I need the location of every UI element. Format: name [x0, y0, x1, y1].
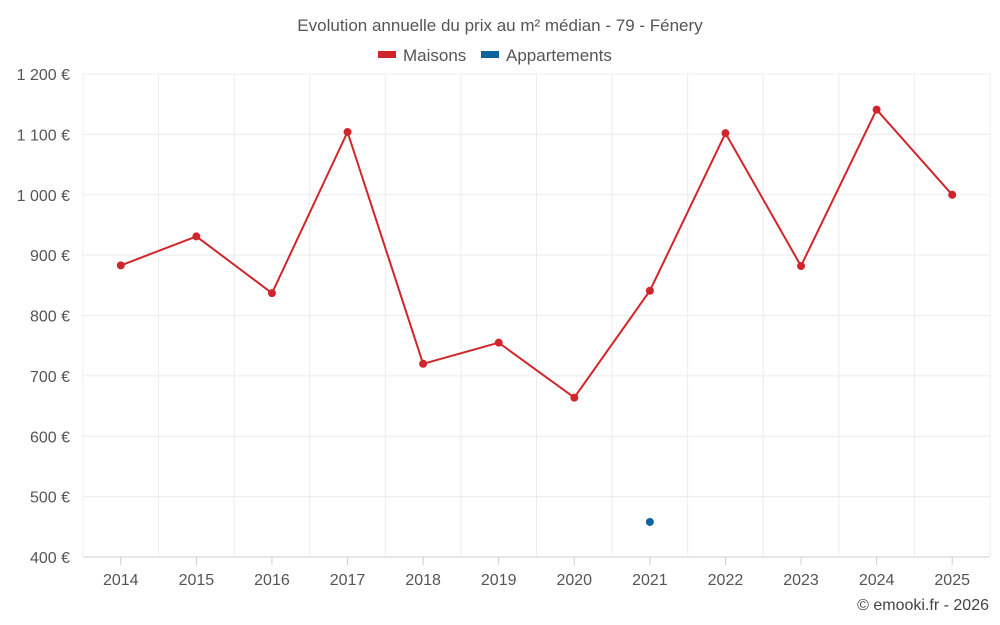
data-point-maisons[interactable] — [872, 105, 881, 114]
y-tick-label: 500 € — [30, 490, 70, 507]
legend-label-appartements: Appartements — [506, 46, 612, 65]
legend-item-maisons[interactable]: Maisons — [378, 46, 466, 65]
x-tick-label: 2020 — [556, 572, 592, 589]
y-tick-label: 800 € — [30, 309, 70, 326]
x-tick-label: 2019 — [481, 572, 517, 589]
x-tick-label: 2017 — [330, 572, 366, 589]
series-layer — [116, 105, 957, 526]
y-tick-label: 1 200 € — [17, 67, 70, 84]
data-point-maisons[interactable] — [797, 261, 806, 270]
data-point-maisons[interactable] — [267, 289, 276, 298]
x-axis-ticks: 2014 2015 2016 2017 2018 2019 2020 2021 2022 2023… — [103, 557, 970, 589]
legend-item-appartements[interactable]: Appartements — [481, 46, 612, 65]
data-point-maisons[interactable] — [645, 286, 654, 295]
x-tick-label: 2021 — [632, 572, 668, 589]
y-tick-label: 600 € — [30, 429, 70, 446]
x-tick-label: 2014 — [103, 572, 139, 589]
data-point-maisons[interactable] — [419, 359, 428, 368]
data-point-maisons[interactable] — [570, 393, 579, 402]
data-point-maisons[interactable] — [494, 338, 503, 347]
x-tick-label: 2024 — [859, 572, 895, 589]
data-point-maisons[interactable] — [192, 232, 201, 241]
grid — [82, 73, 991, 558]
x-tick-label: 2016 — [254, 572, 290, 589]
data-point-maisons[interactable] — [343, 127, 352, 136]
x-tick-label: 2015 — [179, 572, 215, 589]
y-tick-label: 700 € — [30, 369, 70, 386]
chart-title: Evolution annuelle du prix au m² médian … — [297, 16, 703, 35]
x-tick-label: 2023 — [783, 572, 819, 589]
data-point-maisons[interactable] — [948, 190, 957, 199]
series-line-maisons — [120, 108, 953, 399]
y-tick-label: 1 000 € — [17, 188, 70, 205]
data-point-maisons[interactable] — [721, 129, 730, 138]
legend-swatch-appartements — [481, 51, 499, 58]
y-tick-label: 400 € — [30, 550, 70, 567]
legend-swatch-maisons — [378, 51, 396, 58]
x-tick-label: 2022 — [708, 572, 744, 589]
x-tick-label: 2018 — [405, 572, 441, 589]
data-point-maisons[interactable] — [116, 261, 125, 270]
y-tick-label: 900 € — [30, 248, 70, 265]
legend-label-maisons: Maisons — [403, 46, 466, 65]
data-point-appartements[interactable] — [645, 517, 654, 526]
y-axis-ticks: 400 € 500 € 600 € 700 € 800 € 900 € 1 000 € 1 1… — [17, 67, 70, 567]
x-tick-label: 2025 — [934, 572, 970, 589]
credit-text: © emooki.fr - 2026 — [857, 597, 989, 614]
y-tick-label: 1 100 € — [17, 127, 70, 144]
legend[interactable]: Maisons Appartements — [378, 46, 612, 65]
